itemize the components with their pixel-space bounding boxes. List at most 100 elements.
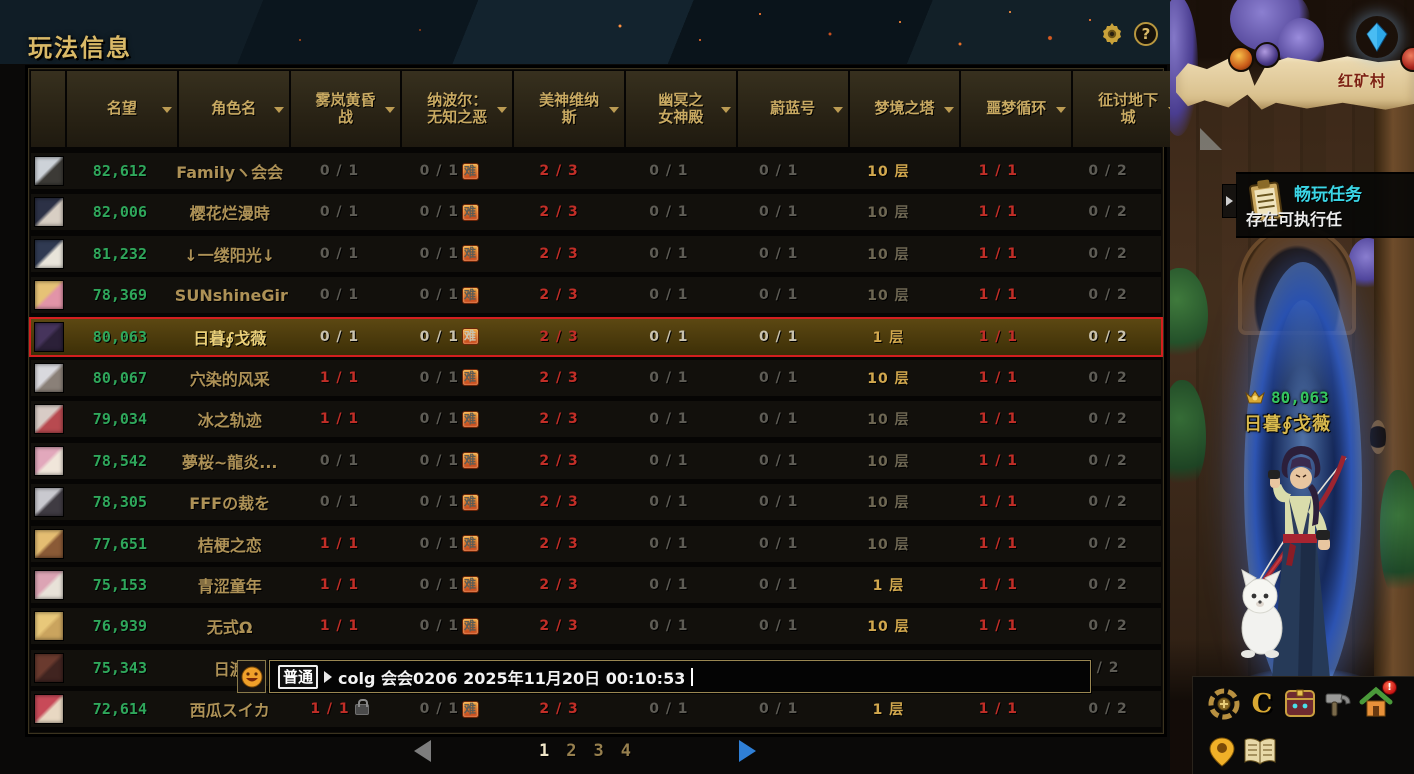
dungeon-progress-cell: 0 / 1 bbox=[759, 494, 799, 511]
dungeon-progress-cell: 0 / 1 bbox=[649, 452, 689, 469]
dungeon-progress-cell: 0 / 2 bbox=[1088, 328, 1128, 345]
chat-input[interactable]: 普通 colg 会会0206 2025年11月20日 00:10:53 bbox=[269, 660, 1091, 693]
task-panel-title: 畅玩任务 bbox=[1294, 185, 1362, 205]
dungeon-progress-cell: 1 层 bbox=[872, 702, 905, 719]
home-icon[interactable]: ! bbox=[1359, 680, 1397, 720]
character-name-cell: 桔梗之恋 bbox=[197, 535, 262, 555]
prev-page-button[interactable] bbox=[414, 740, 431, 762]
adventure-book-icon[interactable] bbox=[1243, 735, 1277, 769]
dungeon-progress-cell: 10 层 bbox=[867, 536, 910, 553]
column-header[interactable]: 噩梦循环 bbox=[961, 71, 1072, 147]
sort-arrow-icon[interactable] bbox=[385, 107, 396, 113]
dungeon-progress-cell: 0 / 1 bbox=[649, 369, 689, 386]
page-number[interactable]: 3 bbox=[593, 741, 604, 761]
column-header[interactable]: 美神维纳 斯 bbox=[514, 71, 624, 147]
fame-value: 80,063 bbox=[92, 327, 147, 346]
character-fame-value: 80,063 bbox=[1271, 388, 1329, 407]
column-header[interactable]: 角色名 bbox=[178, 71, 289, 147]
dungeon-progress-cell: 0 / 1 bbox=[649, 328, 689, 345]
sort-arrow-icon[interactable] bbox=[161, 107, 172, 113]
emoticon-icon[interactable] bbox=[237, 660, 266, 693]
chat-message-text: colg 会会0206 2025年11月20日 00:10:53 bbox=[338, 668, 686, 688]
task-panel-collapse-arrow[interactable] bbox=[1222, 184, 1237, 218]
column-header[interactable]: 蔚蓝号 bbox=[737, 71, 848, 147]
column-header-label: 梦境之塔 bbox=[874, 99, 935, 118]
dungeon-progress-cell: 1 / 1 bbox=[978, 328, 1018, 345]
dungeon-progress-cell: 1 层 bbox=[872, 329, 905, 346]
column-header-label: 幽冥之 女神殿 bbox=[658, 90, 704, 126]
treasure-chest-icon[interactable] bbox=[1283, 686, 1317, 720]
play-info-window: 玩法信息 ? 名望 角色名 雾岚黄昏 战 纳波尔： 无知之恶 美神维纳 斯 幽冥… bbox=[0, 0, 1183, 762]
map-dungeon-icon[interactable] bbox=[1228, 46, 1254, 72]
column-header-label: 美神维纳 斯 bbox=[539, 90, 600, 126]
dungeon-progress-cell: 0 / 1 bbox=[649, 494, 689, 511]
column-header[interactable]: 征讨地下 城 bbox=[1073, 71, 1183, 147]
column-header[interactable]: 雾岚黄昏 战 bbox=[290, 71, 401, 147]
dungeon-progress-cell: 0 / 1 bbox=[319, 494, 360, 511]
lock-icon bbox=[354, 698, 369, 715]
dungeon-progress-cell: 2 / 3 bbox=[539, 576, 579, 593]
page-number[interactable]: 2 bbox=[566, 741, 577, 761]
column-header[interactable]: 幽冥之 女神殿 bbox=[625, 71, 736, 147]
guild-coin-icon[interactable]: C bbox=[1251, 689, 1273, 719]
column-header[interactable] bbox=[31, 71, 65, 147]
sort-arrow-icon[interactable] bbox=[832, 107, 843, 113]
sort-arrow-icon[interactable] bbox=[1056, 107, 1067, 113]
fame-value: 78,305 bbox=[92, 493, 147, 512]
channel-arrow-icon bbox=[324, 670, 333, 683]
hard-mode-badge: 难 bbox=[461, 162, 479, 180]
settings-gear-icon[interactable] bbox=[1100, 22, 1124, 46]
dungeon-progress-cell: 10 层 bbox=[867, 495, 910, 512]
chat-channel-badge[interactable]: 普通 bbox=[278, 664, 319, 689]
dungeon-progress-cell: 1 / 1 bbox=[319, 369, 360, 386]
dungeon-progress-cell: 1 / 1 bbox=[319, 576, 360, 593]
help-icon[interactable]: ? bbox=[1134, 22, 1158, 46]
leaves bbox=[1170, 380, 1206, 490]
dungeon-progress-cell: 1 / 1 bbox=[978, 535, 1018, 552]
dungeon-progress-cell: 10 层 bbox=[867, 246, 910, 263]
badge-emblem-icon[interactable] bbox=[1207, 687, 1241, 721]
character-name-cell: 无式Ω bbox=[206, 618, 253, 638]
chat-overlay: 普通 colg 会会0206 2025年11月20日 00:10:53 bbox=[237, 660, 1091, 693]
sort-arrow-icon[interactable] bbox=[497, 107, 508, 113]
column-header-label: 蔚蓝号 bbox=[770, 99, 816, 118]
column-header[interactable]: 名望 bbox=[67, 71, 177, 147]
dungeon-progress-cell: 10 层 bbox=[867, 412, 910, 429]
column-header[interactable]: 纳波尔： 无知之恶 bbox=[402, 71, 513, 147]
sort-arrow-icon[interactable] bbox=[273, 107, 284, 113]
forge-hammer-icon[interactable] bbox=[1321, 687, 1355, 721]
dungeon-progress-cell: 1 / 1 bbox=[978, 618, 1018, 635]
dungeon-progress-cell: 1 / 1 bbox=[978, 163, 1018, 179]
dungeon-progress-cell: 0 / 2 bbox=[1088, 245, 1128, 262]
page-number[interactable]: 1 bbox=[539, 741, 550, 761]
page-number[interactable]: 4 bbox=[620, 741, 631, 761]
sort-arrow-icon[interactable] bbox=[720, 107, 731, 113]
dungeon-progress-cell: 2 / 3 bbox=[539, 328, 579, 345]
sort-arrow-icon[interactable] bbox=[608, 107, 619, 113]
next-page-button[interactable] bbox=[739, 740, 756, 762]
map-dungeon-icon[interactable] bbox=[1254, 42, 1280, 68]
map-pin-icon[interactable] bbox=[1205, 735, 1239, 769]
dungeon-progress-cell: 1 / 1 bbox=[978, 494, 1018, 511]
dungeon-progress-cell: 10 层 bbox=[867, 453, 910, 470]
column-header[interactable]: 梦境之塔 bbox=[849, 71, 960, 147]
sort-arrow-icon[interactable] bbox=[944, 107, 955, 113]
dungeon-progress-cell: 0 / 1 bbox=[759, 618, 799, 635]
dungeon-progress-cell: 0 / 1 bbox=[319, 245, 360, 262]
